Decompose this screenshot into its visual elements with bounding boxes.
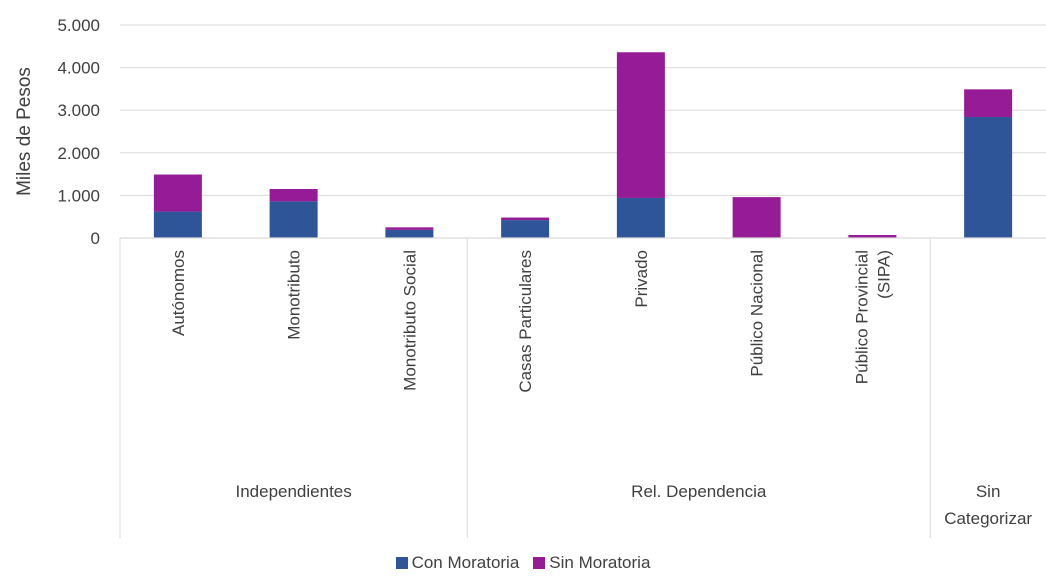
category-label: Monotributo Social bbox=[400, 250, 419, 391]
bar-sin-moratoria bbox=[501, 217, 550, 221]
group-label: Rel. Dependencia bbox=[631, 482, 767, 501]
y-axis-title: Miles de Pesos bbox=[14, 67, 35, 196]
bar-sin-moratoria bbox=[153, 174, 202, 212]
bar-sin-moratoria bbox=[732, 197, 781, 238]
bar-con-moratoria bbox=[616, 197, 665, 238]
category-label: Autónomos bbox=[169, 250, 188, 336]
bar-sin-moratoria bbox=[848, 235, 897, 238]
y-tick-label: 4.000 bbox=[57, 59, 100, 78]
category-label: Monotributo bbox=[285, 250, 304, 340]
bar-con-moratoria bbox=[964, 117, 1013, 238]
y-tick-label: 3.000 bbox=[57, 101, 100, 120]
category-label: Privado bbox=[632, 250, 651, 308]
bar-sin-moratoria bbox=[616, 52, 665, 198]
group-label: Categorizar bbox=[944, 509, 1032, 528]
y-tick-label: 1.000 bbox=[57, 186, 100, 205]
category-label: Público Nacional bbox=[748, 250, 767, 377]
legend-item-sin-moratoria: Sin Moratoria bbox=[533, 553, 650, 573]
chart-canvas: 0 1.000 2.000 3.000 4.000 5.000 Miles de Pesos… bbox=[14, 16, 1046, 538]
legend-label-sin-moratoria: Sin Moratoria bbox=[549, 553, 651, 572]
category-label: Casas Particulares bbox=[516, 250, 535, 393]
legend: Con Moratoria Sin Moratoria bbox=[0, 553, 1046, 573]
bar-con-moratoria bbox=[269, 201, 318, 238]
legend-item-con-moratoria: Con Moratoria bbox=[395, 553, 520, 573]
group-label: Sin bbox=[976, 482, 1001, 501]
bar-sin-moratoria bbox=[964, 89, 1013, 118]
bar-sin-moratoria bbox=[269, 189, 318, 202]
group-label: Independientes bbox=[235, 482, 351, 501]
category-label: (SIPA) bbox=[874, 250, 893, 299]
y-tick-label: 0 bbox=[91, 229, 100, 248]
y-tick-label: 2.000 bbox=[57, 144, 100, 163]
bar-sin-moratoria bbox=[385, 227, 434, 230]
legend-swatch-con-moratoria bbox=[395, 557, 408, 569]
legend-label-con-moratoria: Con Moratoria bbox=[411, 553, 520, 572]
bar-con-moratoria bbox=[501, 220, 550, 238]
y-tick-label: 5.000 bbox=[57, 16, 100, 35]
bar-con-moratoria bbox=[385, 229, 434, 238]
legend-swatch-sin-moratoria bbox=[533, 557, 546, 569]
category-label: Público Provincial bbox=[852, 250, 871, 384]
bar-con-moratoria bbox=[153, 211, 202, 238]
